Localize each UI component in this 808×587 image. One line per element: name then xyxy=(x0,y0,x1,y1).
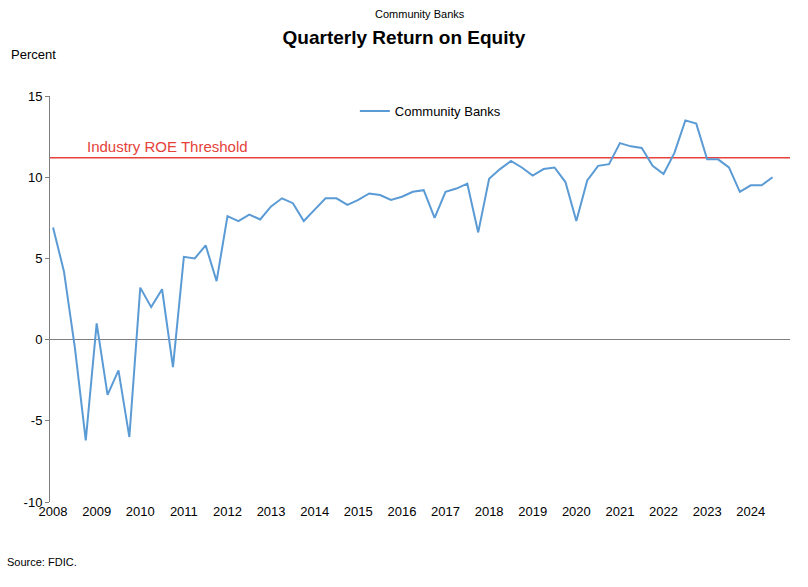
svg-text:2009: 2009 xyxy=(82,504,111,519)
svg-text:Community Banks: Community Banks xyxy=(395,104,501,119)
svg-text:2015: 2015 xyxy=(344,504,373,519)
svg-text:2019: 2019 xyxy=(518,504,547,519)
svg-text:2013: 2013 xyxy=(257,504,286,519)
svg-text:Percent: Percent xyxy=(11,47,56,62)
svg-text:15: 15 xyxy=(28,89,42,104)
svg-text:Quarterly Return on Equity: Quarterly Return on Equity xyxy=(283,27,526,48)
svg-text:0: 0 xyxy=(35,332,42,347)
svg-text:2011: 2011 xyxy=(170,504,198,519)
svg-text:2018: 2018 xyxy=(475,504,504,519)
svg-text:2022: 2022 xyxy=(649,504,678,519)
svg-text:2016: 2016 xyxy=(387,504,416,519)
svg-text:5: 5 xyxy=(35,251,42,266)
svg-text:2014: 2014 xyxy=(300,504,329,519)
svg-text:Industry ROE Threshold: Industry ROE Threshold xyxy=(87,138,248,155)
svg-text:2021: 2021 xyxy=(605,504,634,519)
svg-text:2020: 2020 xyxy=(562,504,591,519)
svg-text:2008: 2008 xyxy=(39,504,68,519)
svg-text:Source: FDIC.: Source: FDIC. xyxy=(7,556,77,568)
svg-text:2010: 2010 xyxy=(126,504,155,519)
svg-text:-10: -10 xyxy=(24,495,43,510)
svg-text:Community Banks: Community Banks xyxy=(375,8,465,20)
svg-text:10: 10 xyxy=(28,170,42,185)
svg-text:2017: 2017 xyxy=(431,504,460,519)
svg-text:2024: 2024 xyxy=(736,504,765,519)
svg-text:2012: 2012 xyxy=(213,504,242,519)
svg-text:-5: -5 xyxy=(31,413,43,428)
svg-text:2023: 2023 xyxy=(693,504,722,519)
